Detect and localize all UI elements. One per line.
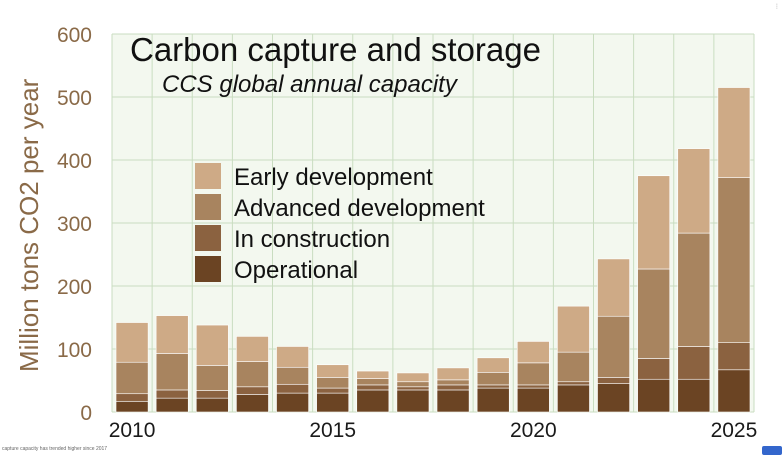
legend: Early development Advanced development In …	[195, 163, 485, 284]
bar-early-development	[557, 305, 590, 353]
y-tick-labels: 0 100 200 300 400 500 600	[57, 24, 92, 425]
bar-in-construction	[276, 383, 309, 394]
bar-operational	[115, 400, 149, 413]
bar-in-construction	[236, 386, 269, 395]
y-tick-label: 500	[57, 87, 92, 110]
bar-operational	[677, 378, 711, 413]
bar-operational	[236, 394, 269, 413]
corner-button[interactable]	[762, 446, 782, 455]
bar-early-development	[597, 258, 630, 317]
bar-in-construction	[356, 384, 390, 391]
y-tick-label: 300	[57, 213, 92, 236]
bar-advanced-development	[557, 351, 590, 383]
bar-operational	[436, 389, 470, 413]
bar-early-development	[516, 341, 550, 364]
bars	[115, 87, 751, 413]
x-tick-labels: 2010 2015 2020 2025	[109, 419, 758, 442]
chart-title: Carbon capture and storage	[130, 31, 541, 68]
legend-swatch	[195, 194, 221, 220]
x-tick-label: 2025	[711, 419, 758, 442]
bar-advanced-development	[155, 353, 189, 391]
bar-advanced-development	[396, 381, 430, 388]
bar-in-construction	[316, 387, 350, 394]
bar-advanced-development	[236, 361, 269, 388]
bar-in-construction	[436, 384, 470, 391]
bar-advanced-development	[195, 365, 229, 391]
gridlines	[111, 33, 755, 413]
bar-in-construction	[717, 342, 751, 371]
figure-caption: capture capacity has trended higher sinc…	[2, 446, 108, 452]
bar-in-construction	[155, 389, 189, 399]
chart-subtitle: CCS global annual capacity	[162, 71, 459, 98]
bar-operational	[557, 384, 590, 413]
bar-advanced-development	[677, 232, 711, 347]
legend-label: In construction	[234, 226, 390, 253]
bar-advanced-development	[516, 362, 550, 386]
legend-swatch	[195, 225, 221, 251]
bar-in-construction	[516, 384, 550, 389]
legend-swatch	[195, 163, 221, 189]
bar-advanced-development	[476, 372, 510, 386]
bar-early-development	[476, 357, 510, 373]
bar-advanced-development	[436, 379, 470, 386]
bar-in-construction	[557, 381, 590, 386]
bar-early-development	[677, 148, 711, 234]
bar-in-construction	[677, 346, 711, 380]
bar-operational	[717, 369, 751, 413]
bar-early-development	[717, 87, 751, 178]
bar-in-construction	[597, 377, 630, 384]
bar-operational	[276, 392, 309, 413]
dots-icon: ⋮	[774, 3, 780, 10]
bar-in-construction	[396, 386, 430, 391]
x-tick-label: 2010	[109, 419, 156, 442]
bar-operational	[476, 387, 510, 413]
legend-label: Early development	[234, 164, 433, 191]
bar-advanced-development	[717, 177, 751, 343]
bar-operational	[195, 397, 229, 413]
bar-early-development	[316, 364, 350, 378]
bar-advanced-development	[356, 378, 390, 386]
legend-label: Advanced development	[234, 195, 485, 222]
bar-advanced-development	[637, 268, 671, 359]
bar-operational	[396, 389, 430, 413]
bar-operational	[637, 378, 671, 413]
bar-in-construction	[115, 393, 149, 402]
bar-early-development	[236, 336, 269, 362]
bar-early-development	[276, 346, 309, 368]
bar-in-construction	[195, 390, 229, 399]
bar-in-construction	[476, 384, 510, 389]
legend-label: Operational	[234, 257, 358, 284]
bar-operational	[597, 383, 630, 413]
bar-operational	[516, 387, 550, 413]
bar-early-development	[115, 322, 149, 363]
x-tick-label: 2020	[510, 419, 557, 442]
bar-early-development	[356, 370, 390, 379]
x-tick-label: 2015	[309, 419, 356, 442]
bar-operational	[155, 397, 189, 413]
y-tick-label: 100	[57, 339, 92, 362]
bar-advanced-development	[115, 361, 149, 395]
bar-advanced-development	[316, 377, 350, 389]
bar-early-development	[195, 324, 229, 366]
bar-early-development	[637, 175, 671, 270]
bar-early-development	[396, 372, 430, 383]
bar-early-development	[155, 315, 189, 354]
y-tick-label: 400	[57, 150, 92, 173]
y-axis-label: Million tons CO2 per year	[14, 78, 44, 372]
bar-advanced-development	[276, 366, 309, 385]
bar-advanced-development	[597, 315, 630, 378]
bar-operational	[316, 392, 350, 413]
bar-early-development	[436, 367, 470, 381]
y-tick-label: 200	[57, 276, 92, 299]
legend-swatch	[195, 256, 221, 282]
bar-in-construction	[637, 358, 671, 380]
bar-operational	[356, 389, 390, 413]
y-tick-label: 0	[80, 402, 92, 425]
chart: 0 100 200 300 400 500 600 2010 2015 2020 2025 Mil…	[14, 24, 758, 442]
y-tick-label: 600	[57, 24, 92, 47]
